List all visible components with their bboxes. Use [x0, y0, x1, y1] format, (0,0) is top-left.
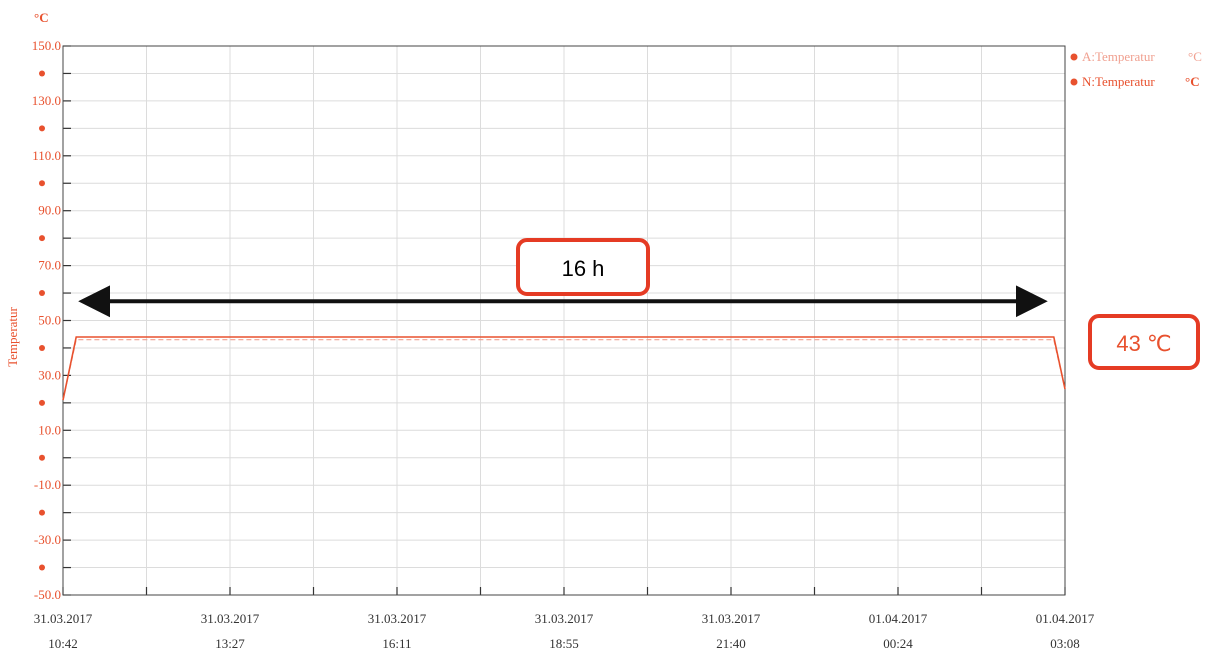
x-tick-labels: 31.03.2017 10:42 31.03.2017 13:27 31.03.2017…: [34, 611, 1095, 651]
legend-unit-n: °C: [1185, 74, 1200, 89]
legend-unit-a: °C: [1188, 49, 1202, 64]
legend: A:Temperatur °C N:Temperatur °C: [1070, 49, 1202, 89]
x-tick-label-time: 03:08: [1050, 636, 1080, 651]
x-tick-label-time: 21:40: [716, 636, 746, 651]
y-tick-label: 50.0: [38, 313, 61, 328]
x-tick-label-date: 31.03.2017: [702, 611, 761, 626]
x-tick-label-date: 01.04.2017: [1036, 611, 1095, 626]
legend-item-a: A:Temperatur °C: [1070, 49, 1202, 64]
x-tick-label-date: 31.03.2017: [34, 611, 93, 626]
y-minor-tick-dot: [39, 70, 45, 77]
x-tick-label-time: 10:42: [48, 636, 78, 651]
plot-area: [62, 45, 1066, 596]
duration-callout: 16 h: [516, 238, 650, 296]
x-tick-label-date: 31.03.2017: [201, 611, 260, 626]
x-tick-label-date: 31.03.2017: [535, 611, 594, 626]
x-tick-label-time: 13:27: [215, 636, 245, 651]
series-layer: [62, 336, 1066, 401]
y-tick-label: 10.0: [38, 422, 61, 437]
y-minor-tick-dot: [39, 564, 45, 571]
temperature-callout-label: 43 ℃: [1116, 331, 1171, 356]
x-tick-label-time: 00:24: [883, 636, 913, 651]
y-minor-tick-dot: [39, 125, 45, 132]
y-minor-tick-dot: [39, 454, 45, 461]
x-tick-label-date: 01.04.2017: [869, 611, 928, 626]
x-tick-label-date: 31.03.2017: [368, 611, 427, 626]
legend-item-n: N:Temperatur °C: [1070, 74, 1200, 89]
duration-callout-label: 16 h: [562, 256, 605, 281]
x-tick-label-time: 18:55: [549, 636, 579, 651]
legend-marker-n: [1070, 78, 1078, 86]
y-tick-label: -30.0: [34, 532, 61, 547]
y-tick-label: 130.0: [32, 93, 61, 108]
y-axis-label: Temperatur: [5, 306, 20, 366]
y-minor-tick-dot: [39, 290, 45, 297]
y-tick-label: 110.0: [32, 148, 61, 163]
y-tick-label: 150.0: [32, 38, 61, 53]
grid-lines: [63, 46, 1065, 595]
y-minor-tick-dot: [39, 180, 45, 187]
legend-label-n: N:Temperatur: [1082, 74, 1155, 89]
y-tick-label: 90.0: [38, 203, 61, 218]
legend-marker-a: [1070, 53, 1078, 61]
y-unit-label: °C: [34, 10, 49, 25]
y-minor-tick-dot: [39, 344, 45, 351]
y-minor-tick-dot: [39, 399, 45, 406]
y-minor-tick-dot: [39, 235, 45, 242]
y-tick-label: -10.0: [34, 477, 61, 492]
y-minor-tick-dot: [39, 509, 45, 516]
series-line-n-temperatur: [62, 336, 1066, 401]
y-tick-label: 30.0: [38, 367, 61, 382]
y-tick-label: 70.0: [38, 258, 61, 273]
legend-label-a: A:Temperatur: [1082, 49, 1155, 64]
x-tick-label-time: 16:11: [382, 636, 411, 651]
y-tick-labels: 150.0 130.0 110.0 90.0 70.0 50.0 30.0 10.0 -10.0…: [32, 38, 61, 602]
temperature-callout: 43 ℃: [1088, 314, 1200, 370]
y-tick-label: -50.0: [34, 587, 61, 602]
